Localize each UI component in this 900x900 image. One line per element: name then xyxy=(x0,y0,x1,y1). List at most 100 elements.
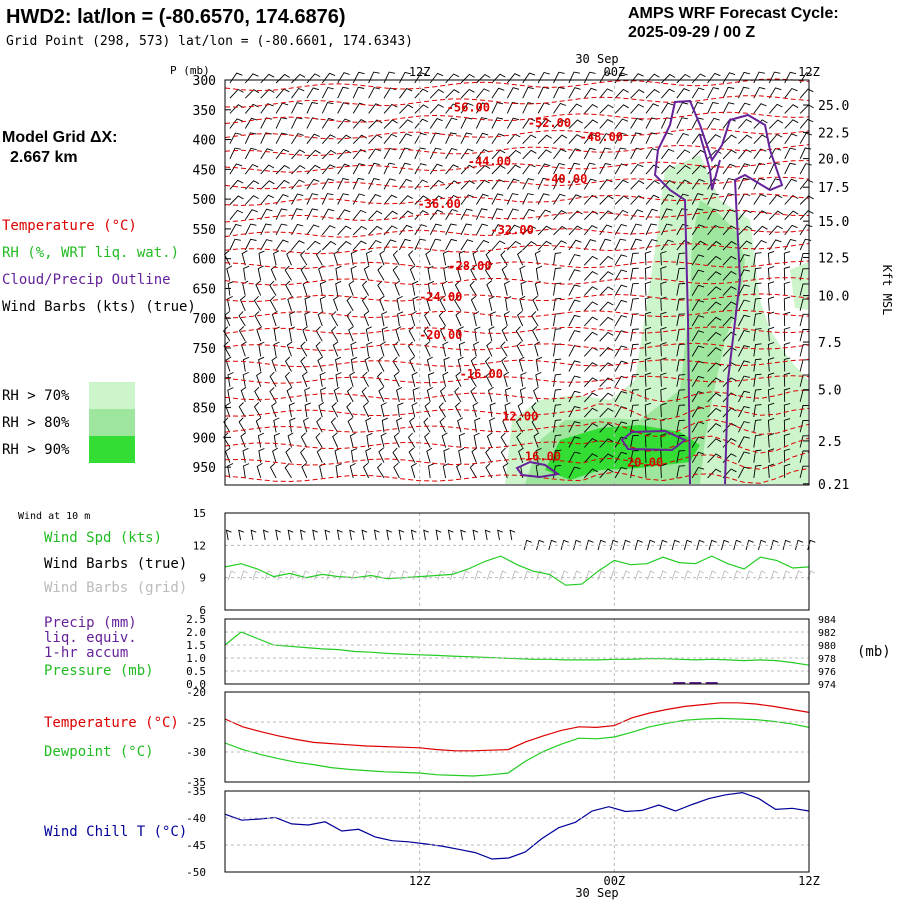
wind-chill-y-ticks: -35 -40 -45 -50 xyxy=(186,785,809,879)
grid-wind-barb xyxy=(400,570,409,581)
upper-wind-barb xyxy=(383,71,396,84)
upper-wind-barb xyxy=(783,463,791,478)
upper-wind-barb xyxy=(799,298,809,311)
upper-wind-barb xyxy=(599,438,614,448)
upper-wind-barb xyxy=(445,103,459,114)
upper-wind-barb xyxy=(799,465,809,479)
upper-wind-barb xyxy=(229,238,241,251)
upper-wind-barb xyxy=(738,118,752,129)
pressure-tick: 950 xyxy=(193,461,216,476)
upper-wind-barb xyxy=(738,329,750,342)
upper-wind-barb xyxy=(707,178,720,190)
cross-section-panel: P (mb) 30 Sep Kft MSL -56.00 -52.00 -48.00… xyxy=(170,52,894,493)
upper-wind-barb xyxy=(361,387,369,403)
upper-wind-barb xyxy=(269,462,277,479)
upper-wind-barb xyxy=(661,88,675,99)
upper-wind-barb xyxy=(630,180,645,190)
upper-wind-barb xyxy=(519,295,526,311)
upper-wind-barb xyxy=(319,296,326,311)
height-tick: 25.0 xyxy=(818,99,849,114)
upper-wind-barb xyxy=(381,326,388,342)
grid-wind-barb xyxy=(326,570,335,581)
upper-wind-barb xyxy=(661,102,674,114)
upper-wind-barb xyxy=(537,102,550,114)
upper-wind-barb xyxy=(306,101,318,114)
upper-wind-barb xyxy=(707,468,722,479)
upper-wind-barb xyxy=(352,149,367,160)
height-axis-label: Kft MSL xyxy=(880,265,894,316)
upper-wind-barb xyxy=(407,341,416,357)
upper-wind-barb xyxy=(306,193,319,205)
temperature-contour-label: 12.00 xyxy=(502,410,538,424)
upper-wind-barb xyxy=(238,417,246,433)
upper-wind-barb xyxy=(443,356,450,372)
upper-wind-barb xyxy=(799,224,813,236)
upper-wind-barb xyxy=(476,239,490,251)
upper-wind-barb xyxy=(599,162,612,175)
upper-wind-barb xyxy=(377,371,385,387)
upper-wind-barb xyxy=(660,251,667,266)
upper-wind-barb xyxy=(645,132,658,144)
bottom-time-tick-labels: 12Z 00Z 12Z xyxy=(409,874,820,888)
upper-wind-barb xyxy=(568,299,581,312)
upper-wind-barb xyxy=(409,356,416,372)
upper-wind-barb xyxy=(783,281,791,296)
upper-wind-barb xyxy=(753,358,762,372)
upper-wind-barb xyxy=(630,209,644,220)
upper-wind-barb xyxy=(286,250,292,266)
upper-wind-barb xyxy=(352,209,367,220)
upper-wind-barb xyxy=(630,404,639,418)
upper-wind-barb xyxy=(707,224,721,236)
date-label-bottom: 30 Sep xyxy=(575,886,618,900)
upper-wind-barb xyxy=(460,194,474,205)
upper-wind-barb xyxy=(260,148,273,160)
upper-wind-barb xyxy=(676,419,686,433)
upper-wind-barb xyxy=(408,250,416,266)
upper-wind-barb xyxy=(738,421,750,433)
upper-wind-barb xyxy=(379,341,386,357)
upper-wind-barb xyxy=(429,118,443,129)
upper-wind-barb xyxy=(644,342,652,357)
upper-wind-barb xyxy=(273,326,280,342)
upper-wind-barb xyxy=(439,386,447,403)
upper-wind-barb xyxy=(306,240,321,251)
upper-wind-barb xyxy=(332,341,339,357)
pressure-tick: 500 xyxy=(193,193,216,208)
upper-wind-barb xyxy=(306,224,320,236)
precip-y-ticks: 2.52.01.51.00.50.0 xyxy=(186,613,809,691)
wind-barbs-true-label: Wind Barbs (true) xyxy=(44,556,187,572)
upper-wind-barb xyxy=(506,117,520,129)
upper-wind-barb xyxy=(241,250,248,266)
upper-wind-barb xyxy=(738,225,753,236)
pressure-tick: 600 xyxy=(193,253,216,268)
upper-wind-barb xyxy=(738,163,751,175)
upper-wind-barb xyxy=(506,133,521,144)
upper-wind-barb xyxy=(722,178,735,190)
upper-wind-barb xyxy=(553,148,567,160)
pressure-tick: 400 xyxy=(193,134,216,149)
upper-wind-barb xyxy=(399,71,411,84)
upper-wind-barb xyxy=(306,73,321,84)
upper-wind-barb xyxy=(238,402,246,418)
upper-wind-barb xyxy=(442,250,449,266)
upper-wind-barb xyxy=(738,299,750,312)
forecast-cycle: 2025-09-29 / 00 Z xyxy=(628,24,755,41)
upper-wind-barb xyxy=(630,434,639,448)
grid-wind-barb xyxy=(646,570,655,581)
upper-wind-barb xyxy=(412,296,419,311)
grid-wind-barb xyxy=(425,570,433,581)
upper-wind-barb xyxy=(583,438,598,448)
grid-wind-barb xyxy=(363,570,372,581)
upper-wind-barb xyxy=(783,372,791,387)
surface-wind-barb xyxy=(770,539,779,551)
y-tick-label: 0.0 xyxy=(186,678,206,691)
upper-wind-barb xyxy=(783,327,791,342)
y-tick-label: 15 xyxy=(193,507,206,520)
upper-wind-barb xyxy=(260,223,272,236)
upper-wind-barb xyxy=(583,178,597,190)
upper-wind-barb xyxy=(335,372,342,387)
upper-wind-barb xyxy=(614,118,629,129)
upper-wind-barb xyxy=(442,341,449,357)
upper-wind-barb xyxy=(553,267,562,281)
upper-wind-barb xyxy=(269,387,277,403)
